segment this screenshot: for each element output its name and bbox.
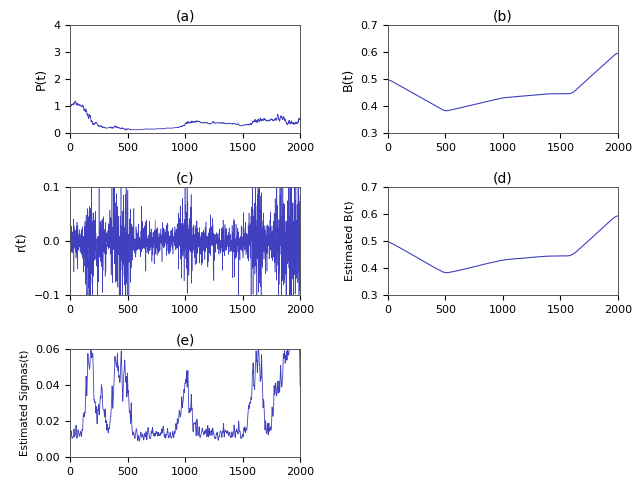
Y-axis label: B(t): B(t) bbox=[341, 67, 355, 90]
Y-axis label: P(t): P(t) bbox=[34, 68, 48, 90]
Title: (d): (d) bbox=[493, 172, 513, 186]
Y-axis label: Estimated Sigmas(t): Estimated Sigmas(t) bbox=[20, 350, 30, 456]
Title: (b): (b) bbox=[493, 9, 513, 24]
Y-axis label: r(t): r(t) bbox=[15, 231, 28, 251]
Title: (c): (c) bbox=[176, 172, 194, 186]
Title: (a): (a) bbox=[175, 9, 195, 24]
Title: (e): (e) bbox=[175, 334, 195, 348]
Y-axis label: Estimated B(t): Estimated B(t) bbox=[345, 201, 355, 281]
